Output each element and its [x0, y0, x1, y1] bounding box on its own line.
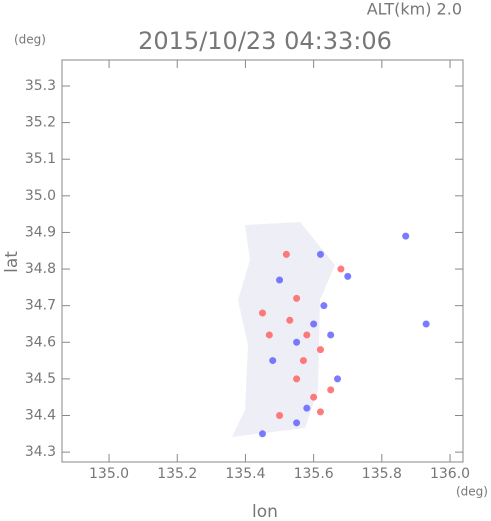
x-tick-label: 135.4: [225, 466, 265, 482]
echo-point: [299, 357, 307, 365]
altitude-label: ALT(km) 2.0: [367, 0, 462, 19]
x-tick-label: 135.2: [157, 466, 197, 482]
echo-point: [316, 408, 324, 416]
x-tick-label: 135.8: [362, 466, 402, 482]
y-tick-label: 34.3: [25, 444, 56, 460]
y-tick-label: 34.8: [25, 261, 56, 277]
x-tick-label: 135.6: [294, 466, 334, 482]
y-tick-label: 35.1: [25, 151, 56, 167]
y-axis-label: lat: [2, 251, 22, 273]
y-tick-label: 34.5: [25, 371, 56, 387]
x-tick-label: 136.0: [430, 466, 470, 482]
y-tick-label: 34.4: [25, 408, 56, 424]
y-tick-label: 34.9: [25, 224, 56, 240]
x-tick-label: 135.0: [89, 466, 129, 482]
echo-point: [422, 320, 430, 328]
y-tick-label: 34.7: [25, 298, 56, 314]
y-unit: (deg): [14, 33, 46, 47]
echo-point: [303, 404, 311, 412]
echo-point: [276, 412, 284, 420]
y-tick-label: 35.3: [25, 78, 56, 94]
y-tick-label: 35.0: [25, 188, 56, 204]
echo-point: [269, 357, 277, 365]
echo-point: [259, 309, 266, 317]
echo-point: [286, 316, 294, 324]
echo-point: [265, 331, 273, 339]
echo-point: [310, 393, 318, 401]
plot-frame: [61, 59, 464, 463]
x-axis-label: lon: [252, 502, 278, 521]
echo-point: [327, 331, 335, 339]
echo-point: [293, 294, 301, 302]
echo-point: [293, 338, 301, 346]
echo-point: [316, 346, 324, 354]
echo-point: [344, 272, 352, 280]
echo-point: [320, 302, 328, 310]
echo-area: [232, 222, 335, 437]
x-unit: (deg): [456, 485, 488, 499]
echo-point: [276, 276, 284, 284]
echo-point: [303, 331, 311, 339]
echo-point: [327, 386, 335, 394]
echo-point: [259, 430, 266, 438]
echo-point: [282, 250, 290, 258]
y-tick-label: 34.6: [25, 334, 56, 350]
y-tick-label: 35.2: [25, 115, 56, 131]
echo-point: [337, 265, 345, 273]
echo-point: [402, 232, 410, 240]
echo-point: [334, 375, 342, 383]
echo-point: [316, 250, 324, 258]
echo-point: [310, 320, 318, 328]
chart-title: 2015/10/23 04:33:06: [138, 27, 392, 55]
echo-point: [293, 419, 301, 427]
echo-point: [293, 375, 301, 383]
